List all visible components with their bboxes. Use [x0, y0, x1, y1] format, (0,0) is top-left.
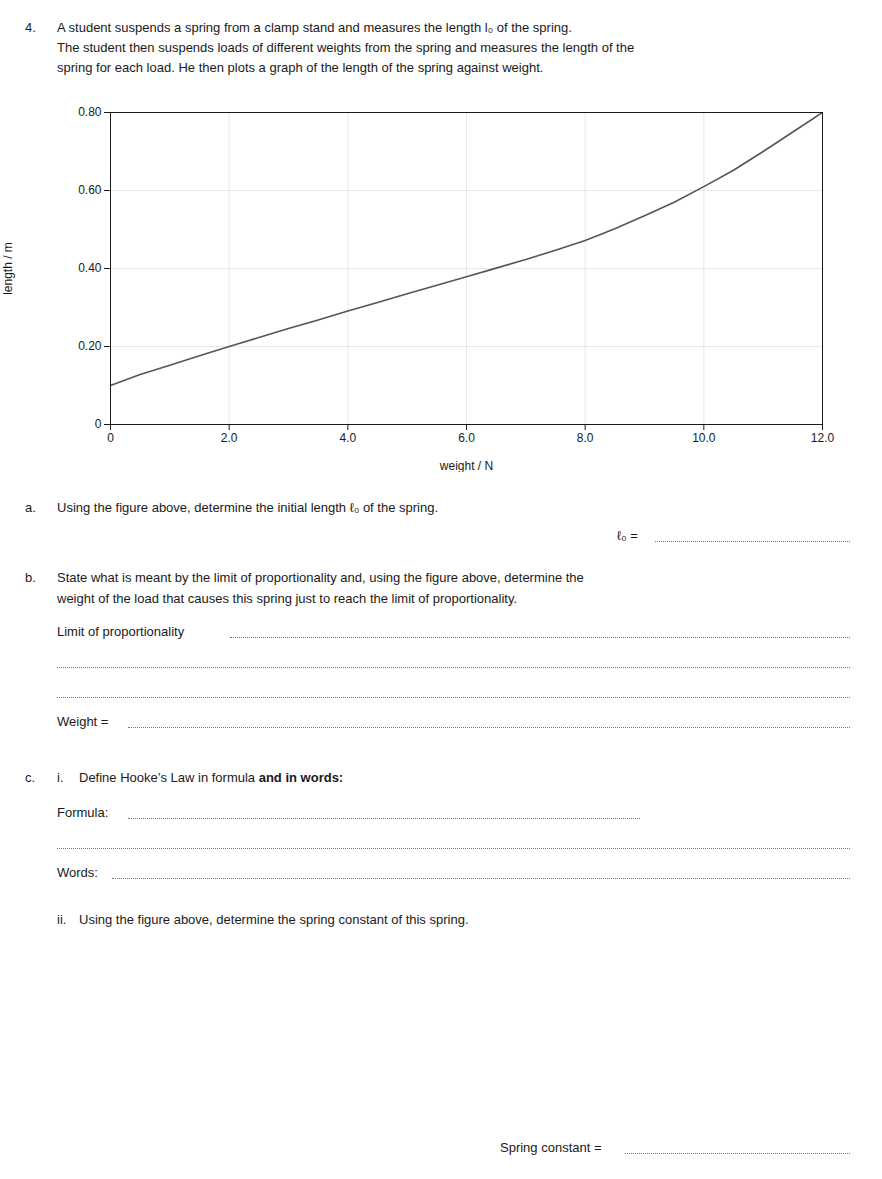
html-text:State what is meant by the lim: State what is meant by the limit of prop…: [57, 570, 584, 585]
svg-text:4.0: 4.0: [339, 431, 356, 445]
html-text:c.: c.: [25, 770, 36, 785]
html-text:4.: 4.: [25, 20, 36, 35]
html-text:Spring constant =: Spring constant =: [500, 1140, 602, 1155]
html-text:Weight =: Weight =: [57, 714, 109, 729]
svg-text:0: 0: [95, 417, 102, 431]
svg-text:0.80: 0.80: [78, 105, 102, 119]
html-text:b.: b.: [25, 570, 36, 585]
svg-text:weight / N: weight / N: [439, 459, 493, 473]
html-text:a.: a.: [25, 500, 36, 515]
html-text:weight of the load that causes: weight of the load that causes this spri…: [57, 591, 518, 606]
svg-text:8.0: 8.0: [577, 431, 594, 445]
html-text:Words:: Words:: [57, 865, 98, 880]
svg-text:0.40: 0.40: [78, 261, 102, 275]
svg-text:12.0: 12.0: [811, 431, 835, 445]
html-text:spring for each load. He then: spring for each load. He then plots a gr…: [57, 60, 544, 75]
svg-text:2.0: 2.0: [221, 431, 238, 445]
svg-text:6.0: 6.0: [458, 431, 475, 445]
html-text:Limit of proportionality: Limit of proportionality: [57, 624, 185, 639]
svg-text:0.20: 0.20: [78, 339, 102, 353]
html-text:A student suspends a spring fr: A student suspends a spring from a clamp…: [57, 20, 572, 35]
html-text:ii.: ii.: [57, 912, 67, 927]
html-text:The student then suspends load: The student then suspends loads of diffe…: [57, 40, 635, 55]
html-text:Formula:: Formula:: [57, 805, 109, 820]
svg-text:0.60: 0.60: [78, 183, 102, 197]
html-text:Define Hooke’s Law in formula: Define Hooke’s Law in formula and in wor…: [79, 770, 344, 785]
html-text:ℓ₀ =: ℓ₀ =: [617, 528, 638, 543]
html-text:Using the figure above, determ: Using the figure above, determine the sp…: [79, 912, 469, 927]
svg-text:10.0: 10.0: [692, 431, 716, 445]
svg-text:length / m: length / m: [1, 242, 15, 295]
html-text:i.: i.: [57, 770, 64, 785]
svg-text:0: 0: [107, 431, 114, 445]
html-text:Using the figure above, determ: Using the figure above, determine the in…: [57, 500, 438, 515]
